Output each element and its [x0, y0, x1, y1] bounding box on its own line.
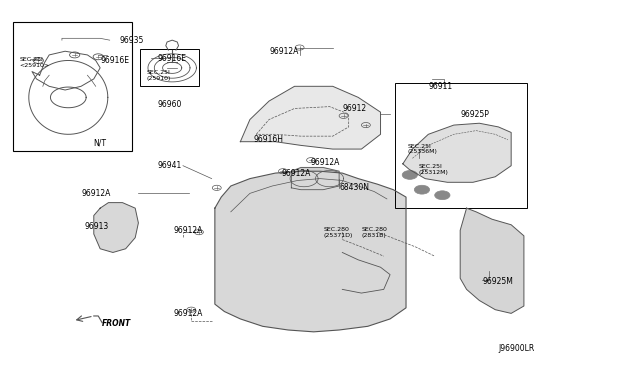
Circle shape: [435, 191, 450, 200]
Text: 96912A: 96912A: [81, 189, 111, 198]
Text: 96935: 96935: [119, 36, 143, 45]
Circle shape: [414, 185, 429, 194]
Text: 96925P: 96925P: [460, 109, 489, 119]
Polygon shape: [94, 203, 138, 253]
Polygon shape: [460, 208, 524, 313]
Text: SEC.25I
<25910>: SEC.25I <25910>: [19, 57, 49, 68]
Circle shape: [402, 170, 417, 179]
Text: 96912A: 96912A: [173, 226, 203, 235]
Text: 96912A: 96912A: [310, 157, 340, 167]
Polygon shape: [291, 167, 339, 190]
Text: FRONT: FRONT: [102, 319, 131, 328]
Polygon shape: [241, 86, 381, 149]
Text: 96916E: 96916E: [157, 54, 186, 63]
Text: 96960: 96960: [157, 100, 182, 109]
Text: 96925M: 96925M: [483, 278, 513, 286]
Text: SEC.25I
(25312M): SEC.25I (25312M): [419, 164, 449, 175]
Text: 96941: 96941: [157, 161, 182, 170]
Text: 96916E: 96916E: [100, 56, 129, 65]
Text: SEC.25I
(25336M): SEC.25I (25336M): [408, 144, 438, 154]
Bar: [13, 22, 132, 151]
Text: 96913: 96913: [84, 222, 108, 231]
Text: SEC.280
(25371D): SEC.280 (25371D): [323, 227, 353, 238]
Text: 96916H: 96916H: [253, 135, 283, 144]
Text: 68430N: 68430N: [339, 183, 369, 192]
Polygon shape: [215, 171, 406, 332]
Text: 96912: 96912: [342, 104, 367, 113]
Bar: [140, 49, 199, 86]
Text: 96912A: 96912A: [173, 309, 203, 318]
Text: 96912A: 96912A: [269, 47, 298, 56]
Bar: [395, 83, 527, 208]
Text: 96912A: 96912A: [282, 169, 311, 177]
Text: SEC.280
(2831B): SEC.280 (2831B): [362, 227, 387, 238]
Text: SEC.25I
(25910): SEC.25I (25910): [147, 70, 171, 81]
Text: 96911: 96911: [428, 82, 452, 91]
Text: N/T: N/T: [93, 138, 107, 147]
Polygon shape: [403, 123, 511, 182]
Text: J96900LR: J96900LR: [499, 344, 534, 353]
